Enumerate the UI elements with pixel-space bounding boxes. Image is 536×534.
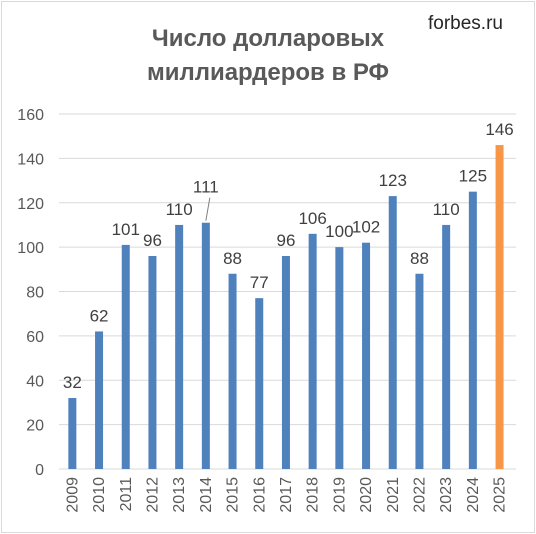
data-label: 32	[63, 373, 82, 392]
y-tick-label: 120	[17, 196, 44, 213]
bar	[255, 298, 264, 469]
x-tick-label: 2013	[171, 477, 188, 513]
y-tick-label: 20	[26, 418, 44, 435]
bar	[281, 256, 290, 469]
bars	[68, 145, 504, 469]
bar	[228, 273, 237, 469]
bar	[495, 145, 504, 469]
bar	[95, 331, 104, 469]
x-tick-label: 2016	[251, 477, 268, 513]
x-tick-label: 2025	[492, 477, 509, 513]
bar	[415, 273, 424, 469]
y-tick-label: 100	[17, 240, 44, 257]
source-label: forbes.ru	[428, 13, 503, 34]
x-tick-label: 2018	[305, 477, 322, 513]
x-tick-label: 2022	[411, 477, 428, 513]
data-label: 100	[325, 222, 353, 241]
y-tick-label: 80	[26, 285, 44, 302]
data-label: 102	[352, 218, 380, 237]
data-labels: 3262101961101118877961061001021238811012…	[63, 120, 514, 392]
x-tick-label: 2012	[144, 477, 161, 513]
bar	[442, 224, 451, 469]
x-tick-label: 2019	[331, 477, 348, 513]
bar	[201, 222, 210, 469]
bar	[68, 398, 77, 469]
data-label: 106	[298, 209, 326, 228]
data-label: 88	[223, 249, 242, 268]
data-label: 125	[459, 167, 487, 186]
bar	[175, 224, 184, 469]
x-tick-label: 2014	[198, 477, 215, 513]
data-label: 62	[90, 306, 109, 325]
x-tick-label: 2021	[385, 477, 402, 513]
y-tick-label: 60	[26, 329, 44, 346]
chart-title-line-2: миллиардеров в РФ	[146, 59, 390, 86]
y-tick-label: 160	[17, 107, 44, 124]
bar	[308, 233, 317, 469]
x-tick-label: 2017	[278, 477, 295, 513]
x-tick-label: 2010	[91, 477, 108, 513]
y-tick-label: 0	[35, 462, 44, 479]
y-axis-ticks: 0 20 40 60 80 100 120 140 160	[17, 107, 44, 479]
y-tick-label: 140	[17, 151, 44, 168]
bar	[388, 196, 397, 469]
data-label: 111	[193, 178, 219, 197]
x-tick-label: 2020	[358, 477, 375, 513]
data-label-leader-line	[205, 197, 211, 221]
bar	[335, 247, 344, 469]
x-tick-label: 2023	[438, 477, 455, 513]
bar	[148, 256, 157, 469]
data-label: 101	[112, 220, 140, 239]
data-label: 123	[379, 171, 407, 190]
data-label: 77	[250, 273, 269, 292]
x-axis-ticks: 2009 2010 2011 2012 2013 2014 2015 2016 2017 2018…	[64, 477, 508, 513]
data-label: 110	[166, 200, 193, 219]
x-tick-label: 2024	[465, 477, 482, 513]
data-label: 88	[410, 249, 429, 268]
data-label: 110	[433, 200, 460, 219]
x-tick-label: 2015	[225, 477, 242, 513]
data-label: 96	[276, 231, 295, 250]
x-tick-label: 2011	[118, 477, 135, 512]
y-tick-label: 40	[26, 373, 44, 390]
bar	[468, 191, 477, 469]
data-label: 146	[485, 120, 513, 139]
chart-title-line-1: Число долларовых	[151, 25, 385, 52]
x-tick-label: 2009	[64, 477, 81, 513]
bar	[121, 244, 130, 469]
chart-title: Число долларовых миллиардеров в РФ	[118, 22, 418, 90]
data-label: 96	[143, 231, 162, 250]
bar	[362, 242, 371, 469]
